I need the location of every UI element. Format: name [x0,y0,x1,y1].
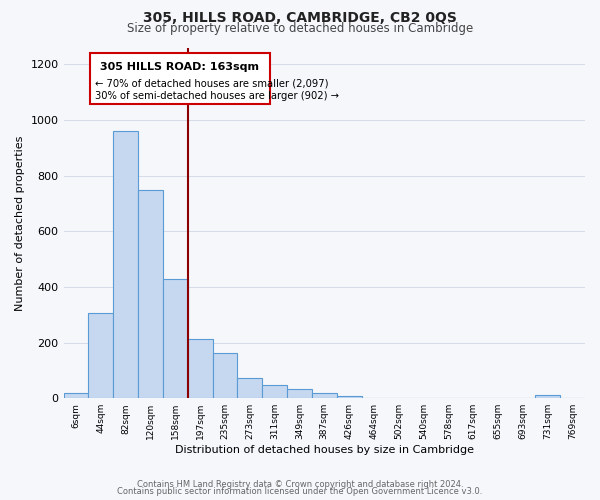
Text: Contains HM Land Registry data © Crown copyright and database right 2024.: Contains HM Land Registry data © Crown c… [137,480,463,489]
Text: Size of property relative to detached houses in Cambridge: Size of property relative to detached ho… [127,22,473,35]
Text: 30% of semi-detached houses are larger (902) →: 30% of semi-detached houses are larger (… [95,91,338,101]
Bar [337,396,362,398]
X-axis label: Distribution of detached houses by size in Cambridge: Distribution of detached houses by size … [175,445,474,455]
Bar [238,378,262,398]
Bar [262,385,287,398]
Bar [287,389,312,398]
Bar [188,339,212,398]
Bar [163,278,188,398]
Bar [312,393,337,398]
Bar [535,396,560,398]
Y-axis label: Number of detached properties: Number of detached properties [15,135,25,310]
Text: 305, HILLS ROAD, CAMBRIDGE, CB2 0QS: 305, HILLS ROAD, CAMBRIDGE, CB2 0QS [143,11,457,25]
Text: ← 70% of detached houses are smaller (2,097): ← 70% of detached houses are smaller (2,… [95,78,328,88]
Bar [212,353,238,398]
Bar [138,190,163,398]
FancyBboxPatch shape [89,52,269,104]
Bar [113,131,138,398]
Bar [88,314,113,398]
Bar [64,392,88,398]
Text: 305 HILLS ROAD: 163sqm: 305 HILLS ROAD: 163sqm [100,62,259,72]
Text: Contains public sector information licensed under the Open Government Licence v3: Contains public sector information licen… [118,487,482,496]
